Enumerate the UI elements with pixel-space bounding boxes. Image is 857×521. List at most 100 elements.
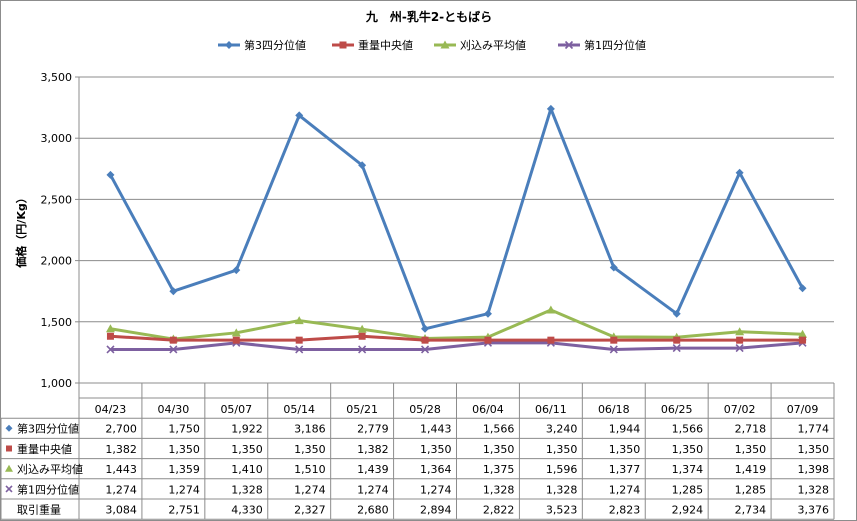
data-point xyxy=(735,344,744,353)
data-label: 1,377 xyxy=(609,463,641,476)
data-point xyxy=(673,336,681,344)
data-label: 2,700 xyxy=(105,423,137,436)
data-point xyxy=(358,345,367,354)
data-label: 1,359 xyxy=(168,463,200,476)
data-point xyxy=(736,336,744,344)
data-label: 1,274 xyxy=(357,483,389,496)
data-point xyxy=(484,336,492,344)
table-row-marker xyxy=(5,485,13,493)
data-label: 1,285 xyxy=(672,483,704,496)
data-point xyxy=(294,316,304,325)
data-point xyxy=(609,263,618,272)
y-tick-label: 3,500 xyxy=(41,71,73,84)
data-point xyxy=(547,336,555,344)
series-line xyxy=(109,107,804,331)
x-tick-label: 05/28 xyxy=(409,403,441,416)
legend-item: 第1四分位値 xyxy=(558,38,646,52)
table-row-header: 取引重量 xyxy=(17,503,61,517)
gridlines xyxy=(75,76,834,384)
data-label: 1,382 xyxy=(357,443,389,456)
data-point xyxy=(546,305,556,314)
data-table: 04/23 04/30 05/07 05/14 05/21 05/28 06/04 06/11… xyxy=(1,383,835,520)
legend-label: 第3四分位値 xyxy=(244,38,306,52)
data-point xyxy=(106,332,114,340)
series-diamond xyxy=(106,104,807,333)
legend-marker xyxy=(564,40,574,50)
series-line xyxy=(110,308,803,341)
data-label: 1,350 xyxy=(609,443,641,456)
data-point xyxy=(295,111,304,120)
y-axis-label: 価格（円/Kg） xyxy=(14,192,28,268)
legend: 第3四分位値 重量中央値 刈込み平均値 第1四分位値 xyxy=(218,38,646,52)
x-tick-label: 07/09 xyxy=(787,403,819,416)
data-point xyxy=(357,324,367,333)
table-row-marker xyxy=(5,464,13,472)
x-tick-label: 05/07 xyxy=(220,403,252,416)
y-tick-label: 2,000 xyxy=(41,255,73,268)
data-point xyxy=(232,266,241,275)
data-label: 1,274 xyxy=(294,483,326,496)
data-label: 1,922 xyxy=(231,423,263,436)
data-label: 1,382 xyxy=(105,443,137,456)
data-label: 1,328 xyxy=(546,483,578,496)
data-point xyxy=(483,309,492,318)
data-point xyxy=(169,287,178,296)
x-tick-label: 06/04 xyxy=(472,403,504,416)
data-label: 2,327 xyxy=(294,504,326,517)
legend-label: 重量中央値 xyxy=(358,38,413,52)
data-label: 1,375 xyxy=(483,463,515,476)
legend-item: 第3四分位値 xyxy=(218,38,306,52)
data-point xyxy=(420,345,430,354)
data-label: 1,328 xyxy=(798,483,830,496)
series-square xyxy=(106,332,807,344)
data-label: 1,350 xyxy=(672,443,704,456)
data-point xyxy=(798,284,807,293)
data-label: 3,523 xyxy=(546,504,578,517)
series-x xyxy=(106,338,807,354)
data-label: 1,274 xyxy=(420,483,452,496)
data-label: 1,364 xyxy=(420,463,452,476)
y-tick-label: 3,000 xyxy=(41,132,73,145)
data-label: 1,443 xyxy=(420,423,452,436)
data-label: 3,084 xyxy=(105,504,137,517)
data-label: 1,350 xyxy=(420,443,452,456)
data-label: 4,330 xyxy=(231,504,263,517)
x-tick-label: 07/02 xyxy=(724,403,756,416)
data-label: 1,274 xyxy=(105,483,137,496)
data-label: 2,822 xyxy=(483,504,515,517)
data-label: 2,823 xyxy=(609,504,641,517)
data-label: 3,376 xyxy=(798,504,830,517)
legend-label: 刈込み平均値 xyxy=(460,39,526,52)
data-point xyxy=(358,161,367,170)
data-point xyxy=(735,168,744,177)
chart-title: 九 州-乳牛2-ともばら xyxy=(365,9,492,24)
data-label: 2,779 xyxy=(357,423,389,436)
data-label: 1,566 xyxy=(483,423,515,436)
legend-marker xyxy=(440,40,450,49)
data-label: 1,774 xyxy=(798,423,830,436)
data-label: 2,924 xyxy=(672,504,704,517)
data-label: 1,350 xyxy=(483,443,515,456)
data-point xyxy=(799,336,807,344)
data-label: 1,350 xyxy=(294,443,326,456)
y-tick-label: 2,500 xyxy=(41,193,73,206)
data-label: 2,734 xyxy=(735,504,767,517)
data-label: 1,566 xyxy=(672,423,704,436)
data-point xyxy=(295,345,304,354)
x-tick-label: 06/11 xyxy=(535,403,567,416)
data-point xyxy=(546,104,555,113)
series-line xyxy=(110,334,803,342)
data-label: 1,274 xyxy=(609,483,641,496)
data-point xyxy=(421,324,430,333)
y-tick-label: 1,500 xyxy=(41,316,73,329)
data-point xyxy=(295,336,303,344)
data-point xyxy=(609,345,618,354)
data-label: 3,240 xyxy=(546,423,578,436)
series-lines xyxy=(105,104,808,354)
data-point xyxy=(106,345,115,354)
data-label: 1,350 xyxy=(798,443,830,456)
data-label: 1,274 xyxy=(168,483,200,496)
data-label: 1,410 xyxy=(231,463,263,476)
table-row-header: 第3四分位値 xyxy=(17,422,79,436)
